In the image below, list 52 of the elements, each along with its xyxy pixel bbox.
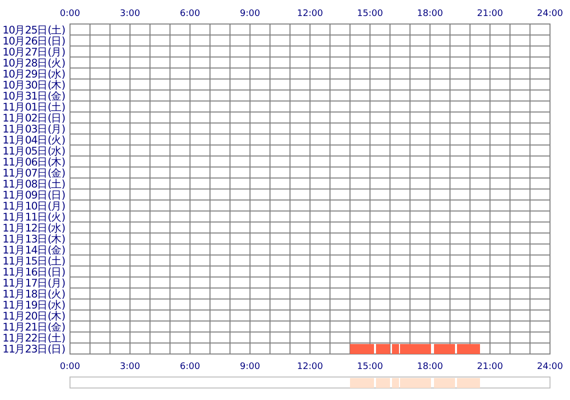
y-tick-label: 10月26日(日) [2, 36, 66, 48]
x2-tick-label: 15:00 [357, 362, 384, 372]
y-tick-label: 11月03日(月) [2, 124, 66, 136]
y-tick-label: 11月01日(土) [2, 100, 66, 114]
x-tick-label: 15:00 [357, 9, 384, 19]
y-tick-label: 11月23日(日) [2, 344, 66, 356]
x-tick-label: 3:00 [120, 9, 140, 19]
y-tick-label: 11月21日(金) [2, 322, 66, 334]
y-tick-label: 11月06日(木) [2, 156, 66, 168]
y-tick-label: 10月30日(木) [2, 78, 66, 92]
y-tick-label: 11月18日(火) [2, 288, 66, 300]
x2-tick-label: 24:00 [537, 362, 564, 372]
y-tick-label: 11月04日(火) [2, 134, 66, 146]
bar [434, 378, 455, 388]
x-tick-label: 12:00 [297, 9, 324, 19]
x-tick-label: 6:00 [180, 9, 200, 19]
x-tick-label: 9:00 [240, 9, 260, 19]
bar [376, 378, 390, 388]
x-tick-label: 18:00 [417, 9, 444, 19]
x2-tick-label: 18:00 [417, 362, 444, 372]
y-tick-label: 11月02日(日) [2, 112, 66, 124]
y-tick-label: 10月28日(火) [2, 56, 66, 70]
y-tick-label: 11月19日(水) [2, 298, 66, 312]
y-tick-label: 10月29日(水) [2, 68, 66, 80]
y-tick-label: 11月20日(木) [2, 310, 66, 322]
x2-tick-label: 6:00 [180, 362, 200, 372]
y-tick-label: 11月13日(木) [2, 232, 66, 246]
y-tick-label: 11月07日(金) [2, 168, 66, 180]
y-tick-label: 11月08日(土) [2, 178, 66, 190]
y-tick-label: 11月22日(土) [2, 332, 66, 344]
bar [350, 378, 374, 388]
x2-tick-label: 21:00 [477, 362, 504, 372]
y-tick-label: 10月25日(土) [2, 24, 66, 36]
bar [457, 378, 480, 388]
y-tick-label: 10月31日(金) [2, 90, 66, 102]
y-tick-label: 11月09日(日) [2, 190, 66, 202]
y-tick-label: 11月12日(水) [2, 222, 66, 234]
x-tick-label: 24:00 [537, 9, 564, 19]
y-tick-label: 11月05日(水) [2, 144, 66, 158]
y-tick-label: 11月14日(金) [2, 244, 66, 256]
x2-tick-label: 12:00 [297, 362, 324, 372]
x2-tick-label: 0:00 [60, 362, 80, 372]
y-tick-label: 11月16日(日) [2, 266, 66, 278]
x2-tick-label: 3:00 [120, 362, 140, 372]
y-tick-label: 11月17日(月) [2, 278, 66, 290]
x-tick-label: 0:00 [60, 9, 80, 19]
y-tick-label: 10月27日(月) [2, 46, 66, 58]
y-tick-label: 11月10日(月) [2, 200, 66, 212]
y-tick-label: 11月11日(火) [2, 210, 66, 224]
y-tick-label: 11月15日(土) [2, 254, 66, 268]
x-tick-label: 21:00 [477, 9, 504, 19]
x2-tick-label: 9:00 [240, 362, 260, 372]
